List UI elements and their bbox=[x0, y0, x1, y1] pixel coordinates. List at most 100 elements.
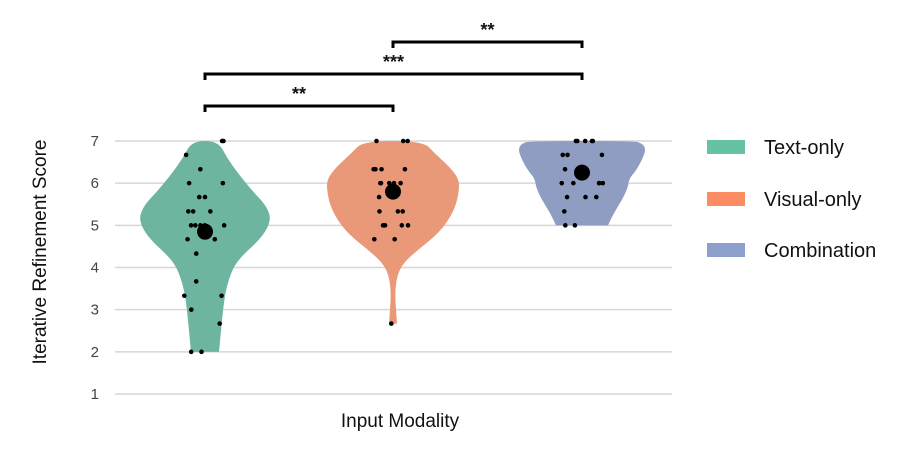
data-point bbox=[190, 209, 196, 214]
legend-item-combination: Combination bbox=[707, 240, 876, 262]
data-point bbox=[599, 152, 605, 158]
data-point bbox=[199, 349, 204, 355]
data-point bbox=[559, 180, 565, 186]
data-point bbox=[382, 223, 388, 228]
y-axis-title: Iterative Refinement Score bbox=[30, 140, 51, 365]
data-point bbox=[373, 166, 378, 172]
violin-visual-only bbox=[327, 138, 459, 326]
bracket-line bbox=[203, 72, 584, 80]
violin-shape bbox=[327, 141, 459, 324]
data-point bbox=[376, 194, 382, 200]
data-point bbox=[183, 152, 189, 158]
legend-swatch bbox=[707, 140, 745, 154]
data-point bbox=[600, 180, 606, 186]
data-point bbox=[402, 166, 408, 172]
legend-label: Combination bbox=[764, 240, 876, 262]
legend-item-visual-only: Visual-only bbox=[707, 189, 861, 211]
data-point bbox=[564, 194, 570, 200]
data-point bbox=[374, 138, 379, 144]
data-point bbox=[377, 209, 382, 214]
data-point bbox=[219, 293, 224, 299]
legend-label: Visual-only bbox=[764, 189, 861, 211]
data-point bbox=[182, 293, 187, 299]
significance-bracket: ** bbox=[203, 84, 395, 112]
y-axis-ticks: 1 2 3 4 5 6 7 bbox=[91, 133, 99, 403]
data-point bbox=[202, 194, 208, 200]
data-point bbox=[560, 152, 566, 158]
data-point bbox=[575, 138, 580, 144]
y-tick-label: 3 bbox=[91, 302, 99, 319]
data-point bbox=[405, 138, 410, 144]
data-point bbox=[405, 223, 411, 228]
legend-label: Text-only bbox=[764, 137, 844, 159]
bracket-line bbox=[203, 104, 395, 112]
data-point bbox=[389, 321, 394, 326]
violin-text-only bbox=[140, 138, 270, 355]
violin-shape bbox=[140, 141, 270, 352]
violin-shape bbox=[519, 141, 645, 226]
data-point bbox=[208, 209, 213, 214]
legend: Text-only Visual-only Combination bbox=[707, 137, 876, 262]
data-point bbox=[186, 180, 192, 186]
data-point bbox=[562, 209, 567, 214]
data-point bbox=[221, 138, 226, 144]
y-tick-label: 2 bbox=[91, 344, 99, 361]
significance-brackets: ******* bbox=[203, 20, 584, 112]
data-point bbox=[583, 194, 588, 200]
data-point bbox=[582, 138, 588, 144]
data-point bbox=[189, 307, 194, 312]
x-axis-title: Input Modality bbox=[341, 411, 460, 432]
legend-item-text-only: Text-only bbox=[707, 137, 844, 159]
y-tick-label: 1 bbox=[91, 386, 99, 403]
data-point bbox=[212, 236, 218, 242]
mean-marker bbox=[197, 223, 213, 240]
data-point bbox=[193, 223, 198, 228]
data-point bbox=[188, 223, 194, 228]
y-tick-label: 7 bbox=[91, 133, 99, 150]
data-point bbox=[372, 236, 377, 242]
legend-swatch bbox=[707, 243, 745, 257]
data-point bbox=[392, 236, 397, 242]
data-point bbox=[221, 223, 227, 228]
y-tick-label: 5 bbox=[91, 217, 99, 234]
data-point bbox=[572, 223, 578, 228]
data-point bbox=[185, 209, 191, 214]
y-tick-label: 6 bbox=[91, 175, 99, 192]
violin-combination bbox=[519, 138, 645, 228]
significance-label: *** bbox=[383, 52, 404, 72]
mean-marker bbox=[574, 164, 590, 181]
y-tick-label: 4 bbox=[91, 260, 99, 277]
data-point bbox=[400, 209, 406, 214]
data-point bbox=[193, 279, 199, 284]
data-point bbox=[378, 180, 383, 186]
data-point bbox=[217, 321, 223, 326]
data-point bbox=[185, 236, 190, 242]
significance-label: ** bbox=[480, 20, 494, 40]
significance-label: ** bbox=[292, 84, 306, 104]
data-point bbox=[193, 251, 199, 256]
mean-marker bbox=[385, 183, 401, 200]
data-point bbox=[399, 223, 405, 228]
data-point bbox=[596, 180, 602, 186]
data-point bbox=[188, 349, 194, 355]
data-point bbox=[398, 180, 403, 186]
bracket-line bbox=[391, 40, 584, 48]
data-point bbox=[400, 138, 406, 144]
data-point bbox=[571, 180, 576, 186]
data-point bbox=[395, 209, 401, 214]
data-point bbox=[565, 152, 570, 158]
data-point bbox=[220, 180, 226, 186]
violins bbox=[140, 138, 645, 355]
significance-bracket: ** bbox=[391, 20, 584, 48]
significance-bracket: *** bbox=[203, 52, 584, 80]
data-point bbox=[196, 194, 202, 200]
data-point bbox=[563, 223, 568, 228]
legend-swatch bbox=[707, 192, 745, 206]
data-point bbox=[562, 166, 568, 172]
data-point bbox=[198, 166, 203, 172]
data-point bbox=[379, 166, 384, 172]
data-point bbox=[589, 138, 595, 144]
data-point bbox=[593, 194, 599, 200]
